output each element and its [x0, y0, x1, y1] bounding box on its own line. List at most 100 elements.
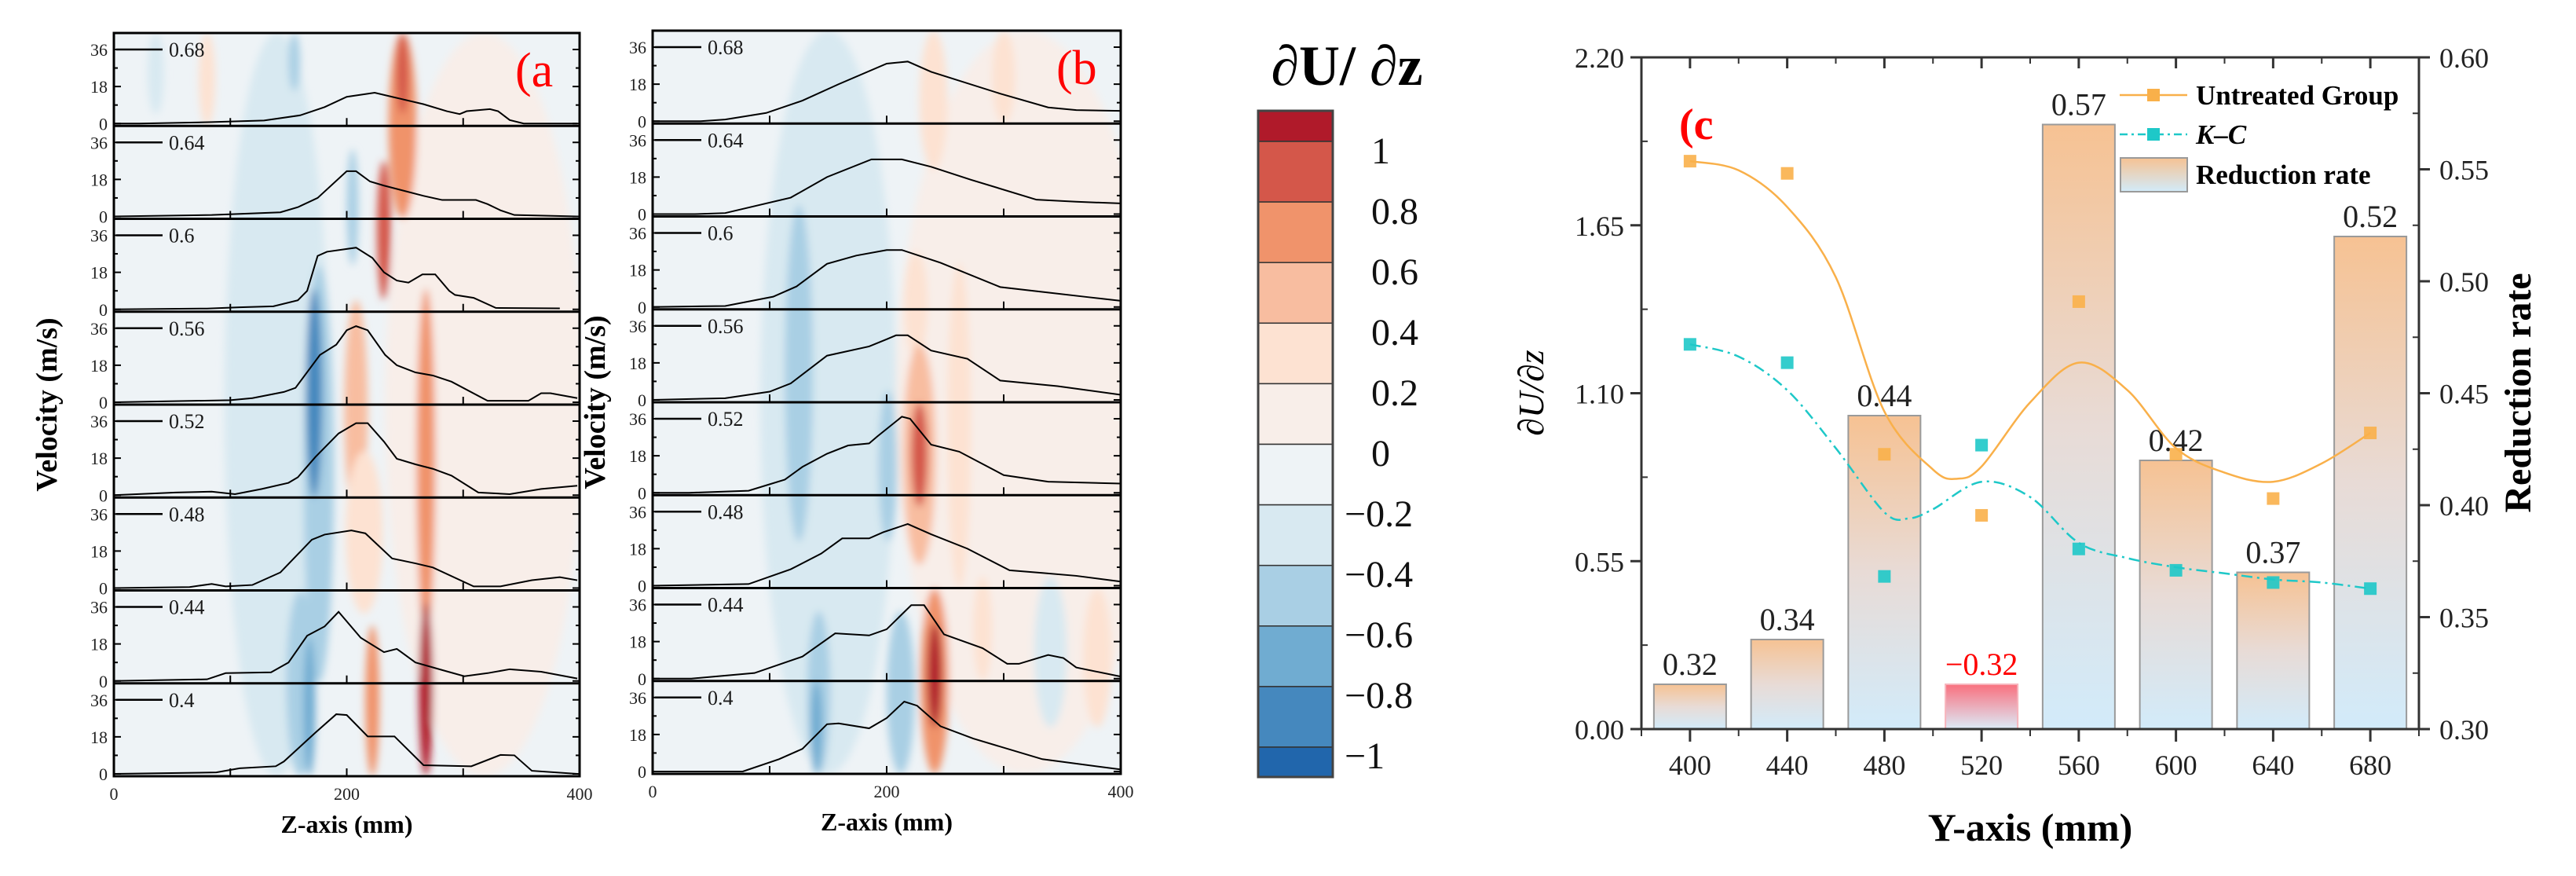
- xtick-label: 200: [334, 784, 360, 804]
- legend: Untreated Group K–C Reduction rate: [2120, 80, 2399, 192]
- velocity-profile-line: [653, 416, 1122, 494]
- row-stage-label: 0.64: [708, 129, 744, 152]
- ytick-label: 0: [638, 669, 646, 689]
- ytick-label: 36: [90, 319, 108, 339]
- data-point: [2072, 542, 2085, 555]
- ytick-label: 0: [99, 764, 108, 784]
- xtick-label: 0: [649, 782, 657, 801]
- ytick-label: 0: [638, 112, 646, 131]
- row-stage-label: 0.56: [708, 315, 744, 338]
- ytick-label: 1.10: [1575, 379, 1624, 410]
- colorbar-label: 0: [1371, 433, 1390, 475]
- fit-curve: [1689, 343, 2371, 590]
- bar-reduction-rate: [1750, 639, 1824, 730]
- ytick-label: 18: [90, 77, 108, 97]
- row-stage-label: 0.44: [169, 596, 205, 619]
- bar-data-label: −0.32: [1945, 647, 2018, 682]
- colorbar-band: [1257, 110, 1334, 142]
- velocity-profile-line: [113, 422, 578, 497]
- velocity-profile-line: [653, 158, 1122, 215]
- colorbar-label: −0.6: [1345, 614, 1413, 656]
- contour-blob: [419, 602, 434, 776]
- contour-blob: [887, 611, 915, 774]
- row-0.56: 0.56 0 18 36: [629, 315, 1122, 410]
- colorbar-band: [1257, 262, 1334, 324]
- data-point: [1780, 356, 1794, 369]
- contour-blob: [911, 402, 928, 508]
- colorbar-label: 0.6: [1371, 251, 1418, 293]
- row-stage-label: 0.64: [169, 131, 205, 154]
- data-point: [2267, 492, 2280, 505]
- contour-blob: [947, 262, 971, 588]
- row-0.52: 0.52 0 18 36: [629, 408, 1122, 503]
- colorbar-title: ∂U/ ∂z: [1271, 35, 1422, 97]
- bar-data-label: 0.57: [2051, 87, 2106, 123]
- row-0.52: 0.52 0 18 36: [90, 410, 580, 505]
- data-point: [1780, 167, 1794, 180]
- data-point: [1683, 338, 1696, 351]
- bar-data-label: 0.32: [1663, 647, 1718, 682]
- ytick-label: 18: [629, 446, 646, 466]
- ytick-label: 0: [99, 579, 108, 599]
- ytick-label: 0: [99, 486, 108, 505]
- row-0.56: 0.56 0 18 36: [90, 317, 580, 412]
- ytick-label: 36: [629, 224, 646, 244]
- colorbar-band: [1257, 504, 1334, 566]
- panel-a: 0.68018360.64018360.6018360.56018360.520…: [31, 31, 593, 838]
- y2tick-label: 0.45: [2439, 379, 2489, 410]
- xtick-label: 560: [2058, 750, 2100, 781]
- series-untreated-group: [1683, 155, 2377, 522]
- bar-reduction-rate: [2236, 571, 2311, 730]
- velocity-profile-line: [652, 249, 1122, 308]
- colorbar-band: [1257, 564, 1334, 627]
- ytick-label: 0: [99, 672, 108, 691]
- data-point: [1683, 155, 1696, 168]
- contour-blob: [303, 636, 316, 776]
- ytick-label: 18: [629, 632, 646, 652]
- contour-blob: [1083, 588, 1112, 728]
- bar-data-label: 0.34: [1760, 602, 1815, 637]
- data-point: [2169, 448, 2183, 461]
- colorbar-band: [1257, 201, 1334, 263]
- ytick-label: 0: [99, 393, 108, 412]
- y-axis-title: Velocity (m/s): [579, 315, 612, 489]
- x-axis-title: Y-axis (mm): [1928, 805, 2133, 849]
- colorbar-label: 0.8: [1371, 191, 1418, 233]
- contour-blob: [810, 680, 823, 774]
- xtick-label: 400: [1669, 750, 1711, 781]
- bar-reduction-rate: [1945, 684, 2019, 730]
- ytick-label: 1.65: [1575, 211, 1624, 242]
- y2tick-label: 0.55: [2439, 155, 2489, 186]
- data-point: [1975, 438, 1989, 452]
- data-point: [2364, 582, 2377, 596]
- legend-marker: [2147, 89, 2160, 101]
- colorbar-band: [1257, 383, 1334, 445]
- colorbar-band: [1257, 322, 1334, 385]
- ytick-label: 18: [90, 449, 108, 468]
- velocity-profile-line: [653, 604, 1122, 680]
- row-0.64: 0.64 0 18 36: [90, 131, 580, 227]
- colorbar-label: −1: [1345, 735, 1385, 777]
- colorbar-label: 1: [1371, 130, 1390, 172]
- row-0.44: 0.44 0 18 36: [629, 594, 1122, 689]
- contour-blob: [199, 33, 215, 126]
- y2tick-label: 0.35: [2439, 603, 2489, 634]
- y-axis-title: Velocity (m/s): [31, 317, 64, 491]
- colorbar-band: [1257, 141, 1334, 203]
- panel-label: (a: [515, 44, 553, 97]
- data-point: [2267, 576, 2280, 589]
- bar-reduction-rate: [1652, 684, 1727, 730]
- row-stage-label: 0.52: [169, 410, 205, 433]
- contour-blob: [416, 288, 436, 637]
- ytick-label: 18: [90, 635, 108, 654]
- ytick-label: 0: [638, 298, 646, 317]
- velocity-profile-line: [653, 60, 1122, 123]
- y2tick-label: 0.50: [2439, 266, 2489, 298]
- row-0.68: 0.68 0 18 36: [90, 38, 580, 134]
- velocity-profile-line: [113, 713, 578, 775]
- ytick-label: 36: [629, 130, 646, 150]
- ytick-label: 36: [629, 502, 646, 522]
- y2tick-label: 0.30: [2439, 714, 2489, 746]
- bar-data-label: 0.44: [1857, 378, 1912, 413]
